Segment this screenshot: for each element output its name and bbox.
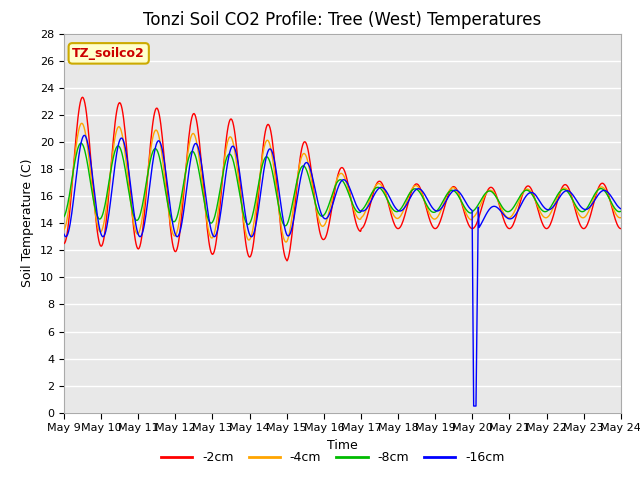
Text: TZ_soilco2: TZ_soilco2	[72, 47, 145, 60]
Y-axis label: Soil Temperature (C): Soil Temperature (C)	[22, 159, 35, 288]
Legend: -2cm, -4cm, -8cm, -16cm: -2cm, -4cm, -8cm, -16cm	[156, 446, 510, 469]
X-axis label: Time: Time	[327, 439, 358, 452]
Title: Tonzi Soil CO2 Profile: Tree (West) Temperatures: Tonzi Soil CO2 Profile: Tree (West) Temp…	[143, 11, 541, 29]
